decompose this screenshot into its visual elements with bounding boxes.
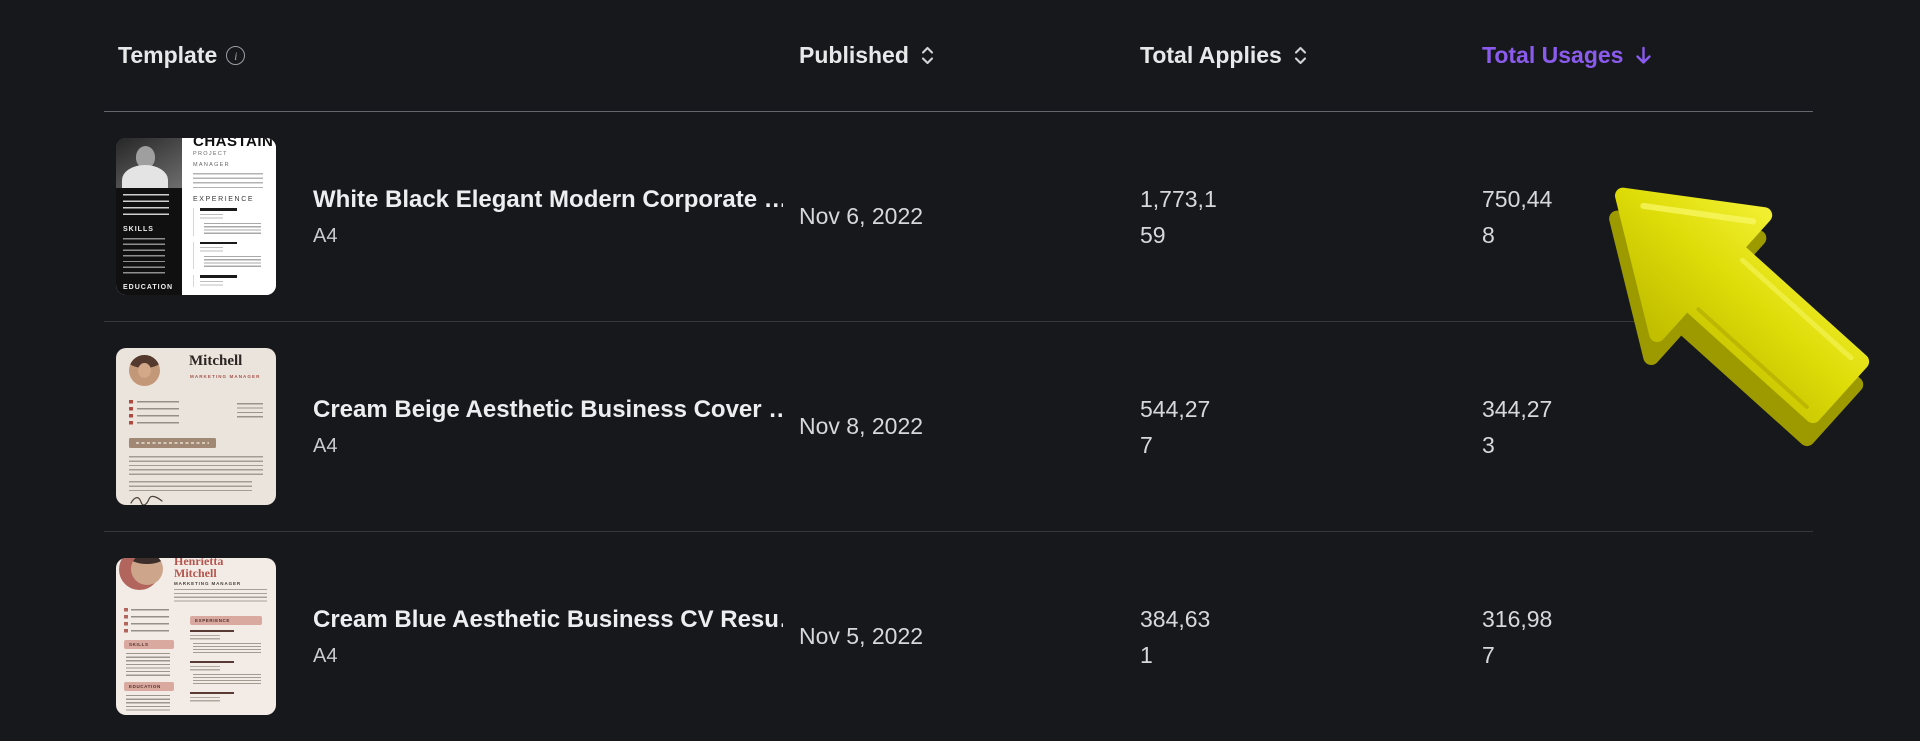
table-header: Template i Published Total Applies <box>104 0 1813 112</box>
text-lines <box>126 695 170 713</box>
total-applies-value: 1,773,1 59 <box>1140 185 1217 248</box>
total-usages-value: 316,98 7 <box>1482 605 1553 668</box>
column-label-total-usages: Total Usages <box>1482 42 1624 68</box>
template-cell: SKILLS EDUCATION CHASTAIN PROJECT MANAGE… <box>104 138 799 295</box>
sort-descending-icon <box>1636 46 1652 64</box>
section-label: EXPERIENCE <box>193 196 255 203</box>
column-header-template[interactable]: Template i <box>104 42 799 69</box>
template-format: A4 <box>313 434 338 457</box>
template-title[interactable]: White Black Elegant Modern Corporate … <box>313 185 783 213</box>
total-applies-value: 544,27 7 <box>1140 395 1211 458</box>
column-label-template: Template <box>118 42 218 68</box>
sort-icon <box>1294 46 1306 65</box>
text-lines <box>123 238 165 277</box>
subject-bar <box>129 438 216 448</box>
resume-name: Mitchell <box>189 353 243 369</box>
contact-lines <box>131 608 169 635</box>
column-header-published[interactable]: Published <box>799 42 1140 69</box>
contact-icons <box>129 400 133 426</box>
resume-role: PROJECT MANAGER <box>193 151 230 168</box>
template-thumbnail[interactable]: Henrietta Mitchell MARKETING MANAGER SKI… <box>116 558 276 715</box>
contact-icons <box>124 608 128 634</box>
template-cell: Henrietta Mitchell MARKETING MANAGER SKI… <box>104 558 799 715</box>
section-label: EXPERIENCE <box>190 616 262 625</box>
column-label-published: Published <box>799 42 909 68</box>
templates-table: Template i Published Total Applies <box>104 0 1813 741</box>
column-label-total-applies: Total Applies <box>1140 42 1282 68</box>
published-date: Nov 8, 2022 <box>799 413 924 439</box>
portrait-photo <box>131 558 163 585</box>
template-title[interactable]: Cream Blue Aesthetic Business CV Resu… <box>313 605 783 633</box>
contact-lines <box>137 400 179 427</box>
portrait-photo <box>116 138 182 188</box>
text-lines <box>129 481 252 493</box>
template-format: A4 <box>313 224 338 247</box>
resume-name: Henrietta Mitchell <box>174 558 224 580</box>
column-header-total-applies[interactable]: Total Applies <box>1140 42 1482 69</box>
sort-icon <box>921 46 933 65</box>
template-title[interactable]: Cream Beige Aesthetic Business Cover … <box>313 395 783 423</box>
resume-sidebar: SKILLS EDUCATION <box>116 138 182 295</box>
section-label: EDUCATION <box>124 682 174 691</box>
text-lines <box>126 653 170 678</box>
section-label: SKILLS <box>123 226 154 233</box>
resume-main: CHASTAIN PROJECT MANAGER EXPERIENCE <box>182 138 276 295</box>
resume-role: MARKETING MANAGER <box>190 374 261 379</box>
contact-lines <box>123 194 169 219</box>
section-label: EDUCATION <box>123 284 174 291</box>
resume-name: CHASTAIN <box>193 138 274 150</box>
portrait-photo <box>129 355 160 386</box>
total-usages-value: 750,44 8 <box>1482 185 1553 248</box>
resume-role: MARKETING MANAGER <box>174 581 242 586</box>
signature <box>130 495 163 505</box>
template-cell: Mitchell MARKETING MANAGER Cream Beige A… <box>104 348 799 505</box>
template-format: A4 <box>313 644 338 667</box>
text-lines <box>129 456 263 477</box>
text-lines <box>193 173 264 190</box>
info-icon[interactable]: i <box>226 46 246 65</box>
published-date: Nov 5, 2022 <box>799 623 924 649</box>
table-row[interactable]: Henrietta Mitchell MARKETING MANAGER SKI… <box>104 532 1813 741</box>
table-row[interactable]: SKILLS EDUCATION CHASTAIN PROJECT MANAGE… <box>104 112 1813 322</box>
recipient-lines <box>237 403 263 420</box>
total-applies-value: 384,63 1 <box>1140 605 1211 668</box>
total-usages-value: 344,27 3 <box>1482 395 1553 458</box>
template-thumbnail[interactable]: Mitchell MARKETING MANAGER <box>116 348 276 505</box>
table-row[interactable]: Mitchell MARKETING MANAGER Cream Beige A… <box>104 322 1813 532</box>
template-thumbnail[interactable]: SKILLS EDUCATION CHASTAIN PROJECT MANAGE… <box>116 138 276 295</box>
published-date: Nov 6, 2022 <box>799 203 924 229</box>
column-header-total-usages[interactable]: Total Usages <box>1482 42 1813 69</box>
text-lines <box>174 589 267 604</box>
section-label: SKILLS <box>124 640 174 649</box>
